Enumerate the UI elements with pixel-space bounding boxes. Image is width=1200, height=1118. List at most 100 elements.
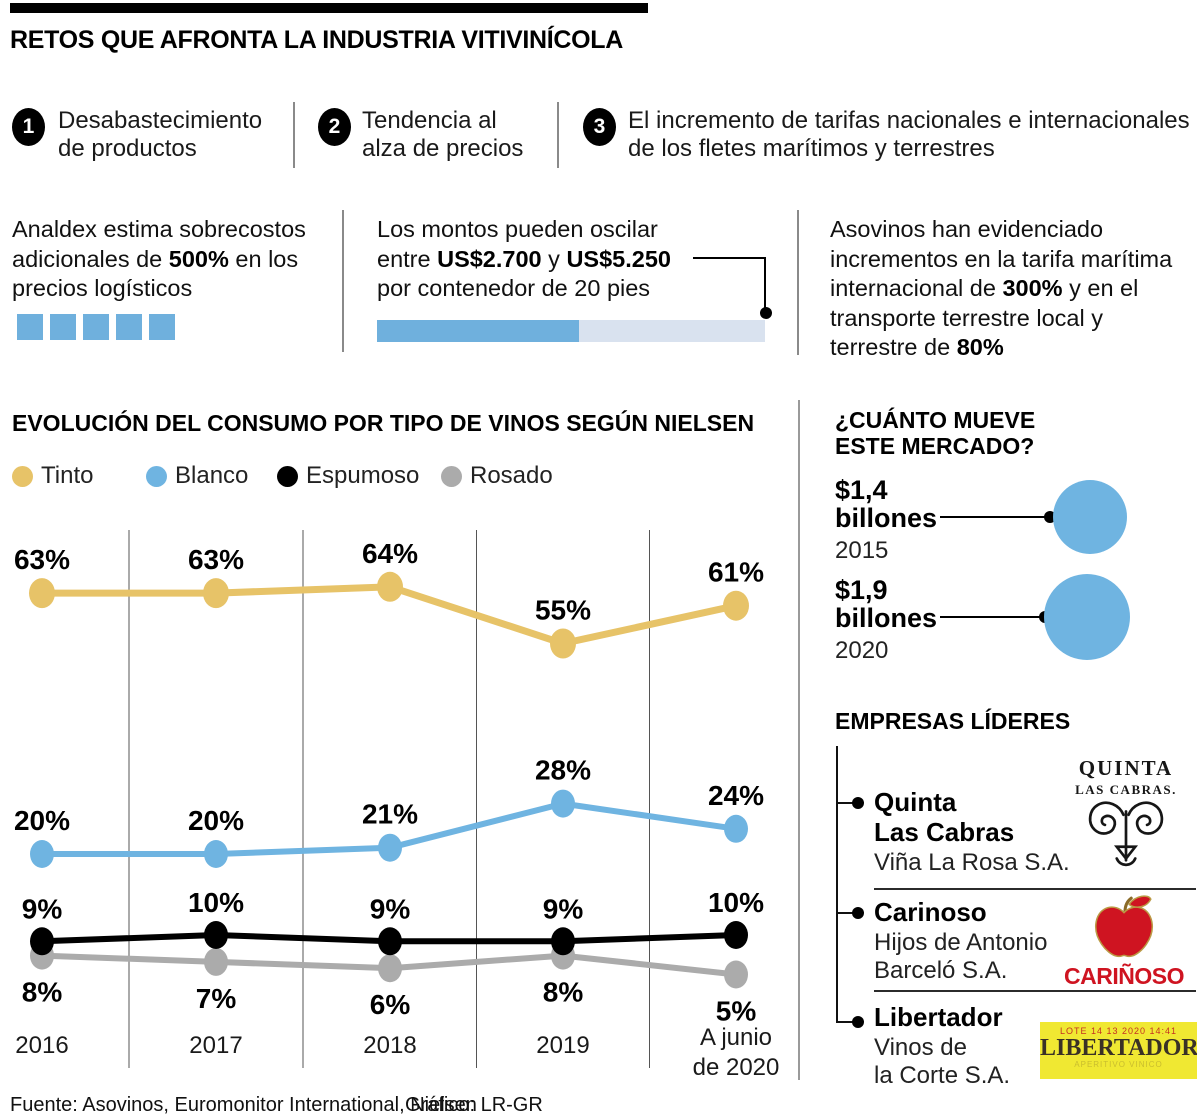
stat-connector-line-v [764, 257, 766, 309]
company-name-line: Las Cabras [874, 817, 1015, 847]
legend-dot-icon [12, 465, 33, 487]
challenge-2-line-1: Tendencia al [362, 107, 497, 134]
stat-asovinos-text: Asovinos han evidenciado incrementos en l… [830, 215, 1172, 363]
company-bullet-2 [852, 907, 864, 919]
value-label-rosado: 8% [22, 977, 63, 1008]
value-label-tinto: 61% [708, 557, 764, 588]
challenge-3-line-2: de los fletes marítimos y terrestres [628, 134, 995, 162]
data-point-blanco [204, 840, 228, 868]
data-point-blanco [30, 840, 54, 868]
libertador-stamp-text: LOTE 14 13 2020 14:41 [1059, 1026, 1178, 1036]
stat-connector-line-h [693, 257, 766, 259]
challenge-3-number-badge: 3 [583, 108, 616, 146]
value-label-rosado: 7% [196, 983, 237, 1014]
company-bullet-1 [852, 797, 864, 809]
category-label: A junio [700, 1024, 772, 1051]
stat-text-segment: internacional de [830, 275, 1003, 301]
value-label-rosado: 6% [370, 989, 411, 1020]
libertador-logo: LOTE 14 13 2020 14:41 LIBERTADOR APERITI… [1040, 1022, 1197, 1079]
chart-legend: Tinto Blanco Espumoso Rosado [0, 462, 800, 492]
companies-bracket-stub-1 [836, 802, 854, 804]
legend-dot-icon [277, 465, 298, 487]
market-unit-2020: billones [835, 603, 938, 633]
challenge-3-line-1: El incremento de tarifas nacionales e in… [628, 107, 1190, 134]
stat-highlight-value: US$5.250 [566, 245, 671, 272]
value-label-blanco: 20% [188, 805, 244, 836]
value-label-blanco: 20% [14, 805, 70, 836]
stat-text-segment: y en el [1062, 275, 1139, 301]
stat-analdex-squares [17, 314, 175, 340]
data-point-espumoso [724, 921, 748, 949]
market-title-line-1: ¿CUÁNTO MUEVE [835, 407, 1036, 433]
market-connector-2020 [940, 616, 1045, 618]
blue-square-icon [116, 314, 142, 340]
value-label-rosado: 8% [543, 977, 584, 1008]
value-label-tinto: 55% [535, 595, 591, 626]
companies-bracket-stub-3 [836, 1021, 854, 1023]
blue-square-icon [149, 314, 175, 340]
value-label-blanco: 21% [362, 799, 418, 830]
market-value-2020: $1,9 [835, 575, 888, 605]
goat-head-icon [1088, 801, 1164, 867]
company-separator-2 [874, 990, 1196, 992]
stat-connector-dot [760, 307, 772, 319]
stat-text-segment: Asovinos han evidenciado [830, 216, 1104, 242]
stat-text-segment: incrementos en la tarifa marítima [830, 245, 1173, 272]
blue-square-icon [17, 314, 43, 340]
legend-item-rosado: Rosado [441, 462, 553, 490]
legend-label: Blanco [175, 462, 249, 489]
legend-label: Rosado [470, 462, 553, 489]
challenge-divider-1 [293, 102, 295, 168]
stat-line: Los montos pueden oscilar [377, 215, 671, 245]
legend-label: Espumoso [306, 462, 420, 489]
carinoso-logo-text: CARIÑOSO [1064, 963, 1184, 989]
stat-divider-1 [342, 210, 344, 352]
company-sub-line: la Corte S.A. [874, 1062, 1011, 1089]
quinta-logo-subtext: LAS CABRAS. [1075, 782, 1177, 797]
company-sub-line: Viña La Rosa S.A. [874, 849, 1070, 876]
challenge-1-line-2: de productos [58, 134, 197, 162]
company-name-line: Quinta [874, 787, 957, 817]
category-label: 2017 [189, 1032, 242, 1059]
value-label-espumoso: 10% [188, 887, 244, 918]
header-accent-bar [10, 3, 648, 13]
market-value-2015: $1,4 [835, 475, 888, 505]
consumption-line-chart: 63% 63% 64% 55% 61% 20% 20% 21% 28% 24% 9% 10% 9% 9% 1… [14, 530, 780, 1081]
company-sub-line: Barceló S.A. [874, 957, 1008, 984]
challenge-2-line-2: alza de precios [362, 134, 524, 162]
companies-bracket-line [836, 746, 838, 1023]
market-year-2015: 2015 [835, 537, 889, 564]
value-label-espumoso: 9% [543, 893, 584, 924]
stat-line: Asovinos han evidenciado [830, 215, 1172, 245]
category-label: de 2020 [693, 1054, 780, 1081]
data-point-tinto [550, 628, 576, 659]
stat-highlight-value: US$2.700 [437, 245, 542, 272]
page-title: RETOS QUE AFRONTA LA INDUSTRIA VITIVINÍC… [10, 26, 624, 54]
stat-text-segment: entre [377, 245, 438, 272]
graphic-credit: Gráfico: LR-GR [405, 1094, 543, 1116]
market-connector-2015 [940, 516, 1050, 518]
companies-bracket-stub-2 [836, 912, 854, 914]
quinta-logo-text: QUINTA [1078, 756, 1174, 780]
value-label-blanco: 28% [535, 755, 591, 786]
value-label-espumoso: 9% [22, 893, 63, 924]
stat-highlight-value: 300% [1002, 275, 1063, 301]
stat-text-segment: en los [228, 245, 299, 272]
stat-text-segment: por contenedor de 20 pies [377, 275, 651, 301]
value-label-rosado: 5% [716, 996, 757, 1027]
quinta-las-cabras-logo: QUINTA LAS CABRAS. [1056, 756, 1196, 877]
libertador-logo-text: LIBERTADOR [1040, 1035, 1197, 1061]
category-label: 2019 [536, 1032, 589, 1059]
data-point-rosado [724, 960, 748, 989]
data-point-espumoso [204, 921, 228, 949]
value-label-tinto: 63% [188, 544, 244, 575]
data-point-tinto [723, 590, 749, 621]
companies-title: EMPRESAS LÍDERES [835, 708, 1071, 734]
container-cost-bar-track [377, 320, 765, 342]
data-point-tinto [377, 571, 403, 602]
company-libertador: Libertador Vinos de la Corte S.A. [874, 1002, 1010, 1090]
stat-line: incrementos en la tarifa marítima [830, 245, 1172, 275]
data-point-blanco [551, 789, 575, 818]
market-title: ¿CUÁNTO MUEVE ESTE MERCADO? [835, 407, 1035, 459]
legend-item-espumoso: Espumoso [277, 462, 419, 490]
